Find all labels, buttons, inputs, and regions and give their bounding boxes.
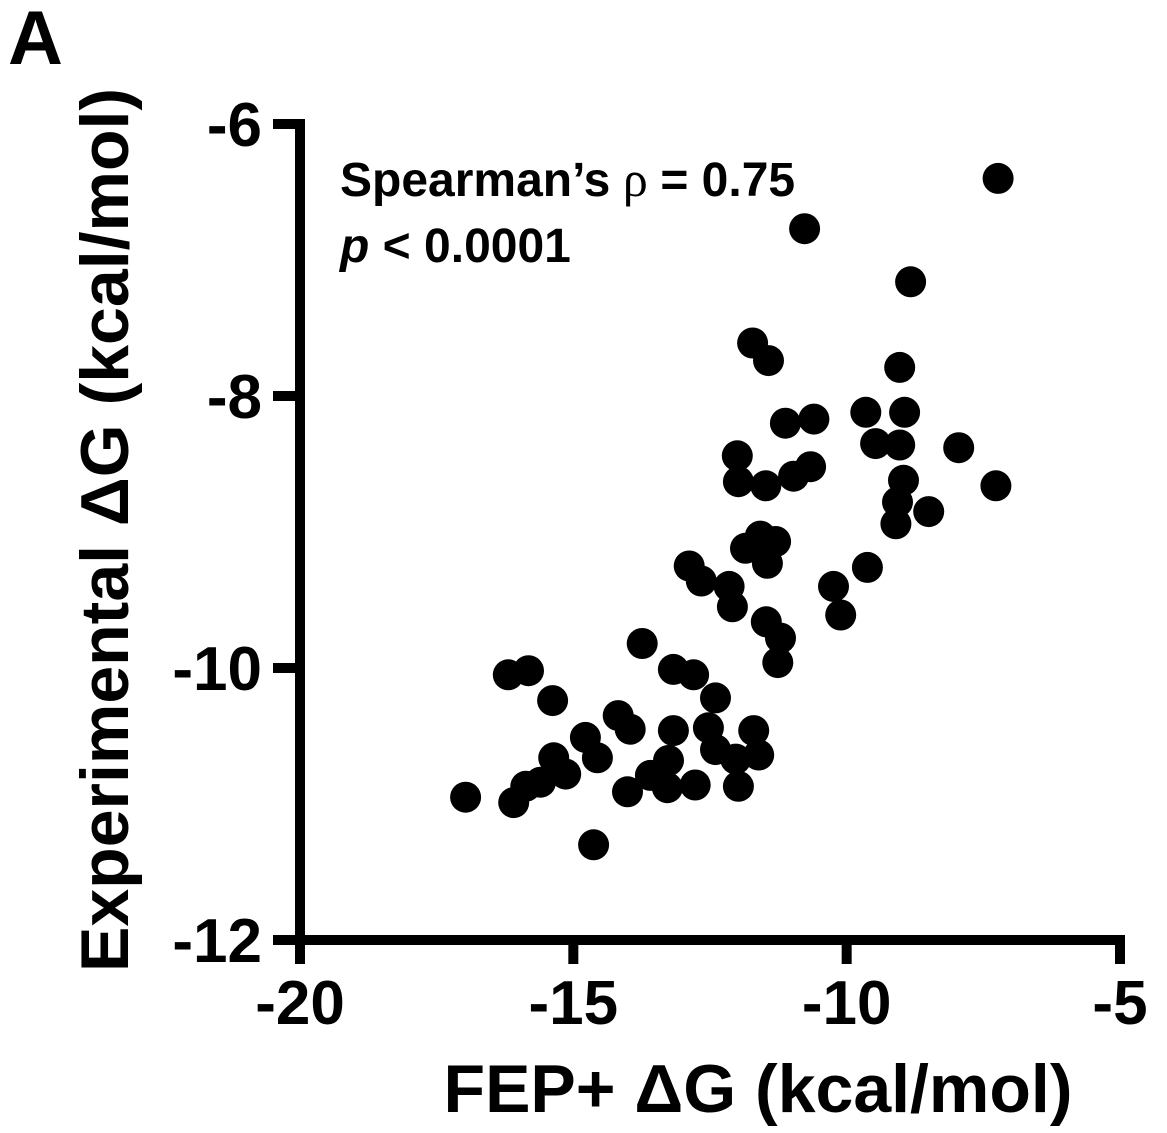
data-point-marker [750, 470, 782, 502]
data-point-marker [450, 781, 482, 813]
data-point-marker [778, 460, 810, 492]
data-point-marker [880, 508, 912, 540]
data-point-marker [679, 769, 711, 801]
data-point-marker [818, 570, 849, 602]
data-point-marker [753, 345, 784, 377]
data-point-marker [685, 565, 717, 597]
data-point-marker [498, 787, 530, 819]
x-tick-label: -10 [802, 969, 892, 1038]
data-points [450, 162, 1014, 861]
data-point-marker [657, 715, 689, 747]
data-point-marker [614, 713, 646, 745]
data-point-marker [982, 162, 1014, 194]
data-point-marker [738, 715, 770, 747]
data-point-marker [626, 628, 658, 659]
y-axis-ticks: -6 -8 -10 -12 [172, 91, 300, 976]
data-point-marker [860, 428, 892, 460]
annotation-pvalue: p < 0.0001 [338, 220, 571, 273]
data-point-marker [730, 532, 761, 564]
data-point-marker [700, 682, 731, 714]
data-point-marker [884, 351, 916, 383]
data-point-marker [720, 743, 752, 775]
data-point-marker [825, 599, 857, 631]
data-point-marker [578, 829, 610, 861]
data-point-marker [895, 266, 927, 298]
data-point-marker [743, 739, 775, 771]
data-point-marker [716, 591, 748, 623]
data-point-marker [751, 547, 783, 579]
data-point-marker [678, 659, 710, 691]
y-tick-label: -6 [207, 91, 262, 160]
data-point-marker [943, 432, 975, 464]
data-point-marker [884, 429, 916, 461]
data-point-marker [762, 647, 794, 679]
data-point-marker [851, 551, 883, 583]
data-point-marker [651, 772, 683, 804]
panel-label: A [8, 0, 63, 81]
data-point-marker [789, 213, 821, 245]
data-point-marker [537, 685, 569, 717]
data-point-marker [850, 396, 882, 428]
data-point-marker [722, 466, 754, 498]
x-tick-label: -5 [1092, 969, 1147, 1038]
y-tick-label: -10 [172, 635, 262, 704]
x-axis-ticks: -20 -15 -10 -5 [255, 940, 1148, 1038]
data-point-marker [769, 407, 801, 439]
data-point-marker [798, 403, 830, 435]
y-tick-label: -12 [172, 907, 262, 976]
data-point-marker [612, 776, 643, 808]
data-point-marker [513, 655, 544, 687]
x-axis-title: FEP+ ΔG (kcal/mol) [444, 1051, 1073, 1127]
annotation-spearman: Spearman’s ρ = 0.75 [340, 151, 795, 207]
x-tick-label: -15 [529, 969, 619, 1038]
rho-symbol: ρ [610, 151, 660, 207]
data-point-marker [722, 770, 754, 802]
data-point-marker [889, 396, 921, 428]
p-symbol: p [338, 220, 369, 273]
data-point-marker [721, 440, 753, 472]
data-point-marker [581, 742, 613, 774]
x-tick-label: -20 [255, 969, 345, 1038]
data-point-marker [765, 622, 796, 654]
data-point-marker [913, 496, 945, 528]
data-point-marker [980, 470, 1012, 502]
data-point-marker [550, 758, 582, 790]
y-axis-title: Experimental ΔG (kcal/mol) [67, 88, 143, 972]
y-tick-label: -8 [207, 363, 262, 432]
